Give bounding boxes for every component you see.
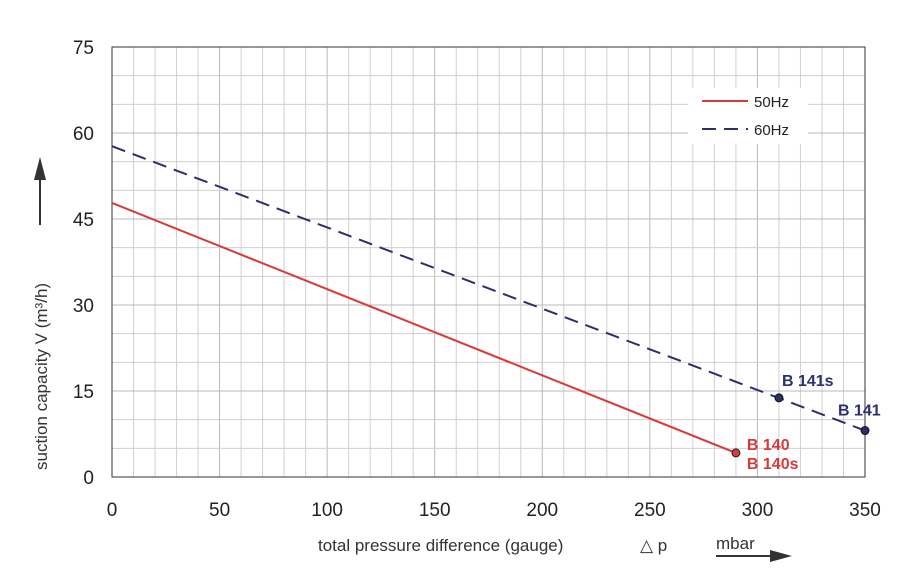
point-b140	[731, 448, 741, 458]
y-tick-label: 75	[73, 38, 94, 59]
point-b141	[860, 426, 870, 436]
point-label-b141: B 141	[838, 403, 881, 420]
x-tick-label: 200	[526, 500, 558, 521]
y-axis-arrow-head	[34, 157, 46, 180]
legend-box	[688, 88, 808, 144]
point-b141s	[774, 393, 784, 403]
x-axis-unit: mbar	[716, 534, 755, 553]
x-tick-label: 50	[209, 500, 230, 521]
x-axis-label-group: total pressure difference (gauge) △ p mb…	[318, 534, 792, 562]
point-label-b140s: B 140s	[747, 456, 799, 473]
y-tick-label: 45	[73, 210, 94, 231]
x-tick-label: 0	[107, 500, 118, 521]
legend-label-50hz: 50Hz	[754, 94, 789, 111]
series-line-60hz	[111, 145, 866, 432]
y-tick-label: 30	[73, 296, 94, 317]
plot-frame	[111, 46, 866, 478]
x-tick-label: 300	[742, 500, 774, 521]
point-label-b140: B 140	[747, 437, 790, 454]
y-ticks: 0 15 30 45 60 75	[73, 38, 94, 489]
y-axis-label: suction capacity V (m³/h)	[32, 283, 51, 470]
x-tick-label: 250	[634, 500, 666, 521]
legend: 50Hz 60Hz	[688, 88, 808, 144]
series-line-50hz	[111, 202, 737, 454]
x-tick-label: 150	[419, 500, 451, 521]
x-tick-label: 100	[311, 500, 343, 521]
series-lines	[111, 145, 866, 454]
x-tick-label: 350	[849, 500, 881, 521]
x-axis-label: total pressure difference (gauge)	[318, 536, 563, 555]
x-axis-symbol: △ p	[640, 536, 667, 555]
y-tick-label: 0	[83, 468, 94, 489]
x-axis-arrow-head	[770, 550, 792, 562]
legend-label-60hz: 60Hz	[754, 122, 789, 139]
x-ticks: 0 50 100 150 200 250 300 350	[107, 500, 881, 521]
y-tick-label: 15	[73, 382, 94, 403]
y-tick-label: 60	[73, 124, 94, 145]
point-label-b141s: B 141s	[782, 373, 834, 390]
y-axis-label-group: suction capacity V (m³/h)	[32, 157, 51, 470]
